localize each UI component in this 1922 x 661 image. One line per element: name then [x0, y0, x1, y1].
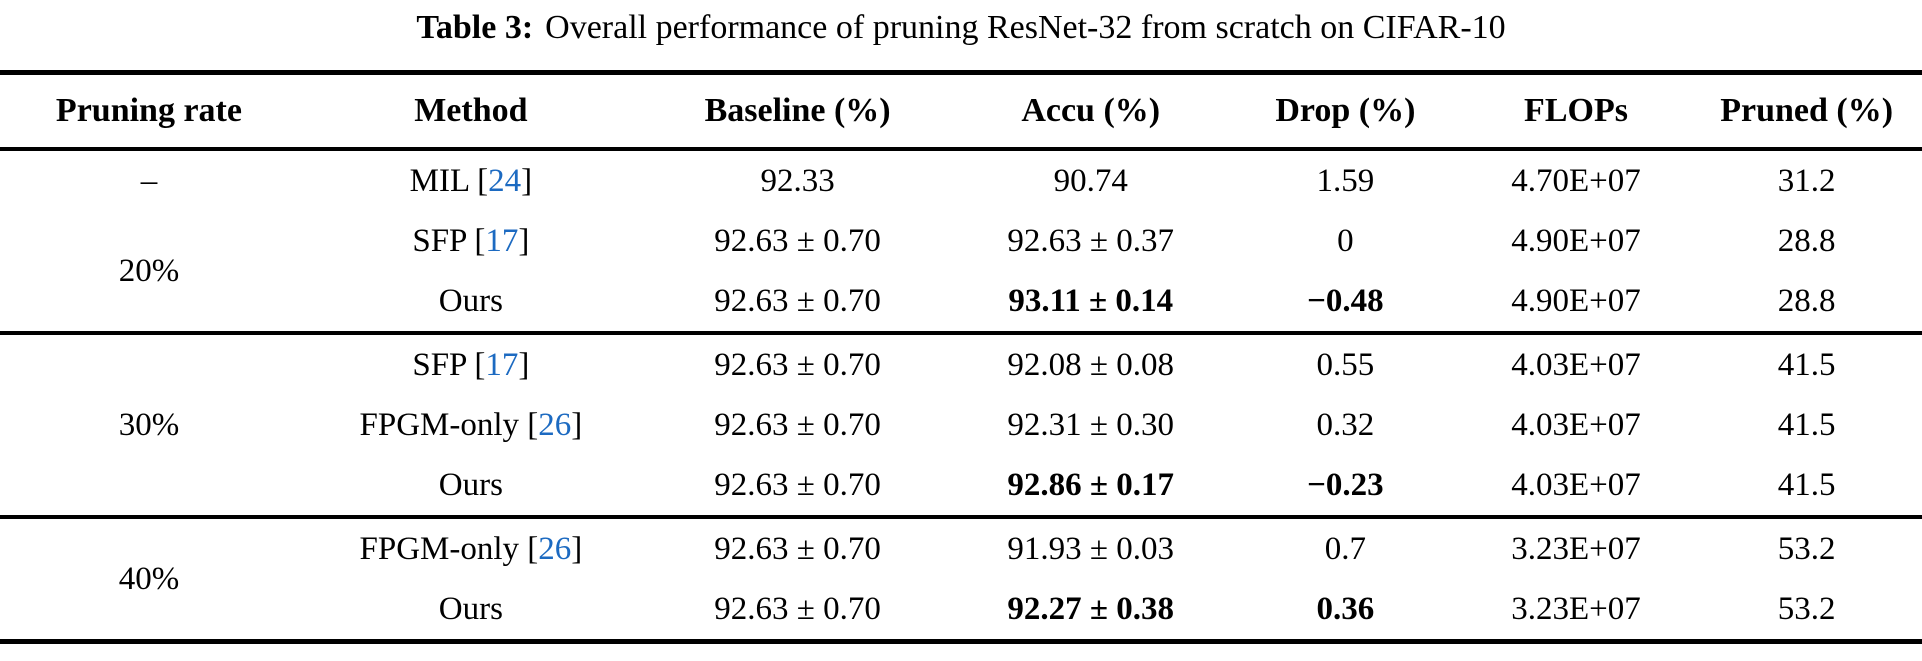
- flops-cell: 4.03E+07: [1511, 406, 1641, 443]
- method-label-suffix: ]: [518, 346, 530, 383]
- pruning-rate-cell: 30%: [118, 406, 180, 443]
- baseline-cell: 92.63 ± 0.70: [714, 406, 881, 443]
- citation-link[interactable]: 26: [538, 530, 572, 567]
- pruned-cell: 53.2: [1777, 590, 1836, 627]
- method-cell: Ours: [298, 455, 644, 517]
- method-cell: MIL [24]: [298, 149, 644, 211]
- pruned-cell: 53.2: [1777, 530, 1836, 567]
- method-label-suffix: ]: [518, 222, 530, 259]
- col-header-accu: Accu (%): [1021, 92, 1161, 129]
- baseline-cell: 92.63 ± 0.70: [714, 282, 881, 319]
- table-row: 30% SFP [17] 92.63 ± 0.70 92.08 ± 0.08 0…: [0, 333, 1922, 443]
- method-label: Ours: [438, 590, 503, 627]
- baseline-cell: 92.63 ± 0.70: [714, 590, 881, 627]
- method-cell: Ours: [298, 579, 644, 642]
- flops-cell: 4.90E+07: [1511, 222, 1641, 259]
- drop-cell: 0: [1337, 222, 1354, 259]
- pruning-rate-cell: –: [140, 162, 158, 199]
- group-30-percent: 30% SFP [17] 92.63 ± 0.70 92.08 ± 0.08 0…: [0, 333, 1922, 517]
- method-label-suffix: ]: [571, 406, 583, 443]
- method-label: Ours: [438, 466, 503, 503]
- baseline-cell: 92.33: [760, 162, 835, 199]
- pruning-rate-cell: 20%: [118, 252, 180, 289]
- pruning-rate-cell: 40%: [118, 560, 180, 597]
- table-caption-text: Overall performance of pruning ResNet-32…: [545, 9, 1506, 46]
- pruned-cell: 28.8: [1777, 282, 1836, 319]
- method-cell: FPGM-only [26]: [298, 395, 644, 455]
- table-caption-label: Table 3:: [416, 9, 534, 46]
- table-row: Ours 92.63 ± 0.70 93.11 ± 0.14 −0.48 4.9…: [0, 271, 1922, 333]
- pruned-cell: 28.8: [1777, 222, 1836, 259]
- citation-link[interactable]: 17: [485, 222, 519, 259]
- table-row: FPGM-only [26] 92.63 ± 0.70 92.31 ± 0.30…: [0, 395, 1922, 455]
- flops-cell: 4.03E+07: [1511, 466, 1641, 503]
- baseline-cell: 92.63 ± 0.70: [714, 222, 881, 259]
- pruned-cell: 41.5: [1777, 406, 1836, 443]
- accu-cell: 92.31 ± 0.30: [1007, 406, 1175, 443]
- results-table: Pruning rate Method Baseline (%) Accu (%…: [0, 70, 1922, 644]
- accu-cell: 92.27 ± 0.38: [1007, 590, 1175, 627]
- accu-cell: 92.63 ± 0.37: [1007, 222, 1175, 259]
- method-cell: SFP [17]: [298, 211, 644, 271]
- drop-cell: 0.32: [1316, 406, 1375, 443]
- col-header-drop: Drop (%): [1275, 92, 1416, 129]
- table-header-row: Pruning rate Method Baseline (%) Accu (%…: [0, 73, 1922, 149]
- method-cell: SFP [17]: [298, 333, 644, 395]
- method-label: FPGM-only [: [359, 406, 539, 443]
- flops-cell: 4.03E+07: [1511, 346, 1641, 383]
- flops-cell: 3.23E+07: [1511, 530, 1641, 567]
- method-label: Ours: [438, 282, 503, 319]
- accu-cell: 93.11 ± 0.14: [1008, 282, 1174, 319]
- method-cell: Ours: [298, 271, 644, 333]
- flops-cell: 4.70E+07: [1511, 162, 1641, 199]
- baseline-cell: 92.63 ± 0.70: [714, 530, 881, 567]
- pruned-cell: 41.5: [1777, 346, 1836, 383]
- accu-cell: 92.86 ± 0.17: [1007, 466, 1175, 503]
- citation-link[interactable]: 26: [538, 406, 572, 443]
- citation-link[interactable]: 24: [488, 162, 522, 199]
- table-row: 40% FPGM-only [26] 92.63 ± 0.70 91.93 ± …: [0, 517, 1922, 597]
- col-header-pruning-rate: Pruning rate: [55, 92, 242, 129]
- accu-cell: 92.08 ± 0.08: [1007, 346, 1175, 383]
- col-header-pruned: Pruned (%): [1720, 92, 1894, 129]
- drop-cell: 0.36: [1316, 590, 1375, 627]
- group-40-percent: 40% FPGM-only [26] 92.63 ± 0.70 91.93 ± …: [0, 517, 1922, 642]
- col-header-method: Method: [414, 92, 528, 129]
- drop-cell: 0.55: [1316, 346, 1375, 383]
- table-row: 20% SFP [17] 92.63 ± 0.70 92.63 ± 0.37 0…: [0, 211, 1922, 289]
- method-label-suffix: ]: [521, 162, 533, 199]
- baseline-cell: 92.63 ± 0.70: [714, 466, 881, 503]
- method-label: SFP [: [412, 222, 486, 259]
- accu-cell: 91.93 ± 0.03: [1007, 530, 1175, 567]
- group-20-percent: – MIL [24] 92.33 90.74 1.59 4.70E+07 31.…: [0, 149, 1922, 333]
- method-label: FPGM-only [: [359, 530, 539, 567]
- flops-cell: 3.23E+07: [1511, 590, 1641, 627]
- table-row: Ours 92.63 ± 0.70 92.27 ± 0.38 0.36 3.23…: [0, 579, 1922, 642]
- method-label-suffix: ]: [571, 530, 583, 567]
- pruned-cell: 31.2: [1777, 162, 1836, 199]
- accu-cell: 90.74: [1053, 162, 1128, 199]
- method-label: MIL [: [409, 162, 489, 199]
- baseline-cell: 92.63 ± 0.70: [714, 346, 881, 383]
- col-header-flops: FLOPs: [1524, 92, 1628, 129]
- pruned-cell: 41.5: [1777, 466, 1836, 503]
- table-row: Ours 92.63 ± 0.70 92.86 ± 0.17 −0.23 4.0…: [0, 455, 1922, 517]
- method-label: SFP [: [412, 346, 486, 383]
- col-header-baseline: Baseline (%): [704, 92, 891, 129]
- drop-cell: 0.7: [1324, 530, 1366, 567]
- drop-cell: −0.23: [1307, 466, 1384, 503]
- drop-cell: 1.59: [1316, 162, 1375, 199]
- citation-link[interactable]: 17: [485, 346, 519, 383]
- drop-cell: −0.48: [1307, 282, 1384, 319]
- table-row: – MIL [24] 92.33 90.74 1.59 4.70E+07 31.…: [0, 149, 1922, 211]
- table-caption: Table 3: Overall performance of pruning …: [0, 0, 1922, 70]
- method-cell: FPGM-only [26]: [298, 517, 644, 579]
- flops-cell: 4.90E+07: [1511, 282, 1641, 319]
